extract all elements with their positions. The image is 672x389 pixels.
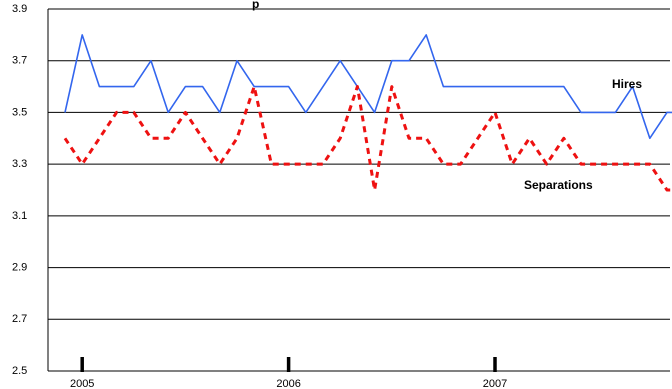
x-tick-labels: 2005 2006 2007 [70,378,507,389]
x-tick-label: 2006 [276,378,300,389]
axes [47,9,497,372]
y-tick-label: 3.5 [12,106,27,118]
series-label-hires: Hires [612,77,642,91]
chart-title-fragment: p [252,0,259,11]
series-line-separations [63,85,672,192]
y-tick-labels: 2.5 2.7 2.9 3.1 3.3 3.5 3.7 3.9 [12,3,27,377]
y-tick-label: 2.7 [12,313,27,325]
y-tick-label: 2.5 [12,365,27,377]
y-tick-label: 3.9 [12,3,27,15]
x-tick-label: 2007 [483,378,507,389]
series-line-hires [64,34,672,140]
y-tick-label: 2.9 [12,261,27,273]
series-label-separations: Separations [524,178,593,192]
series-lines [63,34,672,192]
y-tick-label: 3.1 [12,210,27,222]
y-tick-label: 3.3 [12,158,27,170]
x-tick-label: 2005 [70,378,94,389]
y-tick-label: 3.7 [12,55,27,67]
